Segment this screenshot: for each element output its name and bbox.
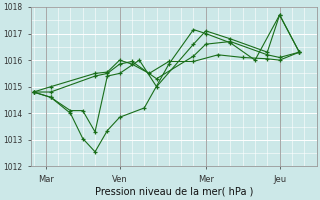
X-axis label: Pression niveau de la mer( hPa ): Pression niveau de la mer( hPa ) [95, 187, 253, 197]
